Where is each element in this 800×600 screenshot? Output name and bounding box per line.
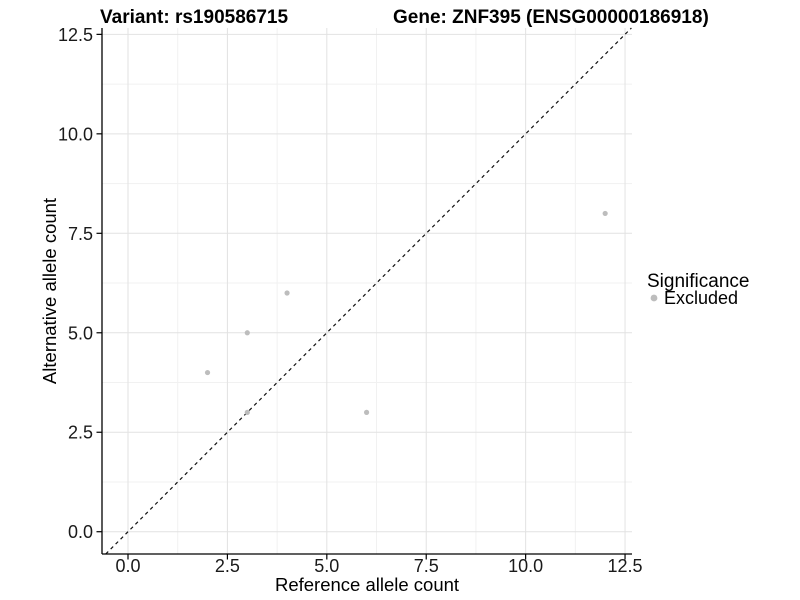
data-point: [244, 409, 250, 415]
axis-tick-labels: 0.0 2.5 5.0 7.5 10.0 12.5 0.0 2.5 5.0 7.5 10.0 12.5: [58, 25, 643, 576]
y-axis-title: Alternative allele count: [39, 198, 60, 384]
axis-ticks: [96, 33, 626, 560]
y-tick-label: 12.5: [58, 25, 93, 45]
plot-title-variant: Variant: rs190586715: [100, 7, 288, 28]
identity-dashed-line: [105, 27, 632, 555]
minor-gridlines: [102, 28, 632, 554]
data-point: [363, 409, 370, 415]
x-axis-title: Reference allele count: [275, 574, 459, 595]
x-tick-label: 10.0: [508, 556, 543, 576]
y-tick-label: 2.5: [68, 423, 93, 443]
data-point: [244, 330, 250, 336]
axis-lines: [101, 28, 632, 555]
major-gridlines: [102, 28, 632, 554]
data-points: [204, 210, 608, 415]
legend-swatch-excluded: [650, 294, 658, 302]
data-point: [602, 210, 608, 217]
plot-title-gene: Gene: ZNF395 (ENSG00000186918): [393, 7, 709, 28]
x-tick-label: 7.5: [414, 556, 439, 576]
legend-item-excluded: Excluded: [664, 288, 738, 308]
y-tick-label: 7.5: [68, 224, 93, 244]
y-tick-label: 10.0: [58, 124, 93, 144]
x-tick-label: 0.0: [115, 556, 140, 576]
legend: Significance Excluded: [647, 271, 749, 308]
data-point: [284, 290, 290, 296]
data-point: [204, 369, 211, 376]
x-tick-label: 5.0: [314, 556, 339, 576]
y-tick-label: 0.0: [68, 522, 93, 542]
x-tick-label: 2.5: [215, 556, 240, 576]
identity-line: [105, 27, 632, 555]
legend-title: Significance: [647, 271, 749, 292]
y-tick-label: 5.0: [68, 323, 93, 343]
x-tick-label: 12.5: [608, 556, 643, 576]
